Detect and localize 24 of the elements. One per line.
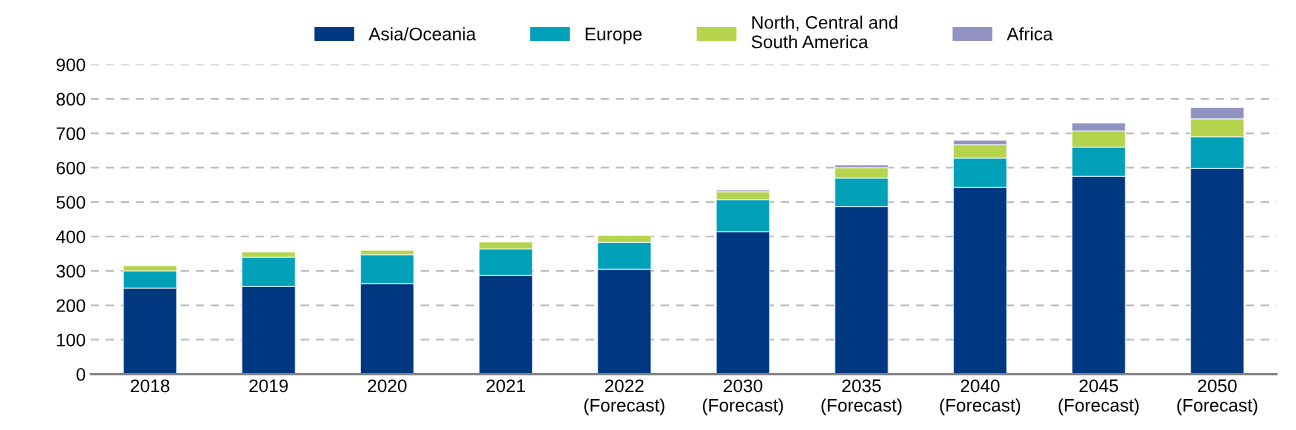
x-tick-label: 2045 (Forecast) xyxy=(1058,379,1139,416)
x-tick-label: 2035 (Forecast) xyxy=(821,379,902,416)
y-tick-label: 200 xyxy=(56,299,86,313)
y-tick-label: 0 xyxy=(76,368,86,381)
y-tick-label: 500 xyxy=(56,196,86,209)
y-tick-label: 100 xyxy=(57,333,86,347)
x-tick-label: 2030 (Forecast) xyxy=(702,379,783,416)
x-tick-label: 2020 xyxy=(368,379,407,393)
x-tick-label: 2019 xyxy=(249,379,288,393)
x-tick-label: 2040 (Forecast) xyxy=(940,379,1021,416)
legend-label: North, Central and South America xyxy=(751,15,898,49)
legend-label: Africa xyxy=(1006,27,1053,41)
y-tick-label: 800 xyxy=(56,92,86,106)
y-tick-label: 600 xyxy=(56,161,86,175)
x-tick-label: 2018 xyxy=(130,379,170,393)
y-tick-label: 300 xyxy=(56,264,86,278)
legend-label: Europe xyxy=(585,27,642,45)
y-tick-label: 700 xyxy=(56,127,86,141)
x-tick-label: 2021 xyxy=(486,379,525,393)
y-tick-label: 900 xyxy=(56,58,86,72)
y-tick-label: 400 xyxy=(56,230,86,244)
legend-label: Asia/Oceania xyxy=(368,27,476,41)
x-tick-label: 2050 (Forecast) xyxy=(1177,379,1258,416)
x-tick-label: 2022 (Forecast) xyxy=(584,379,665,416)
